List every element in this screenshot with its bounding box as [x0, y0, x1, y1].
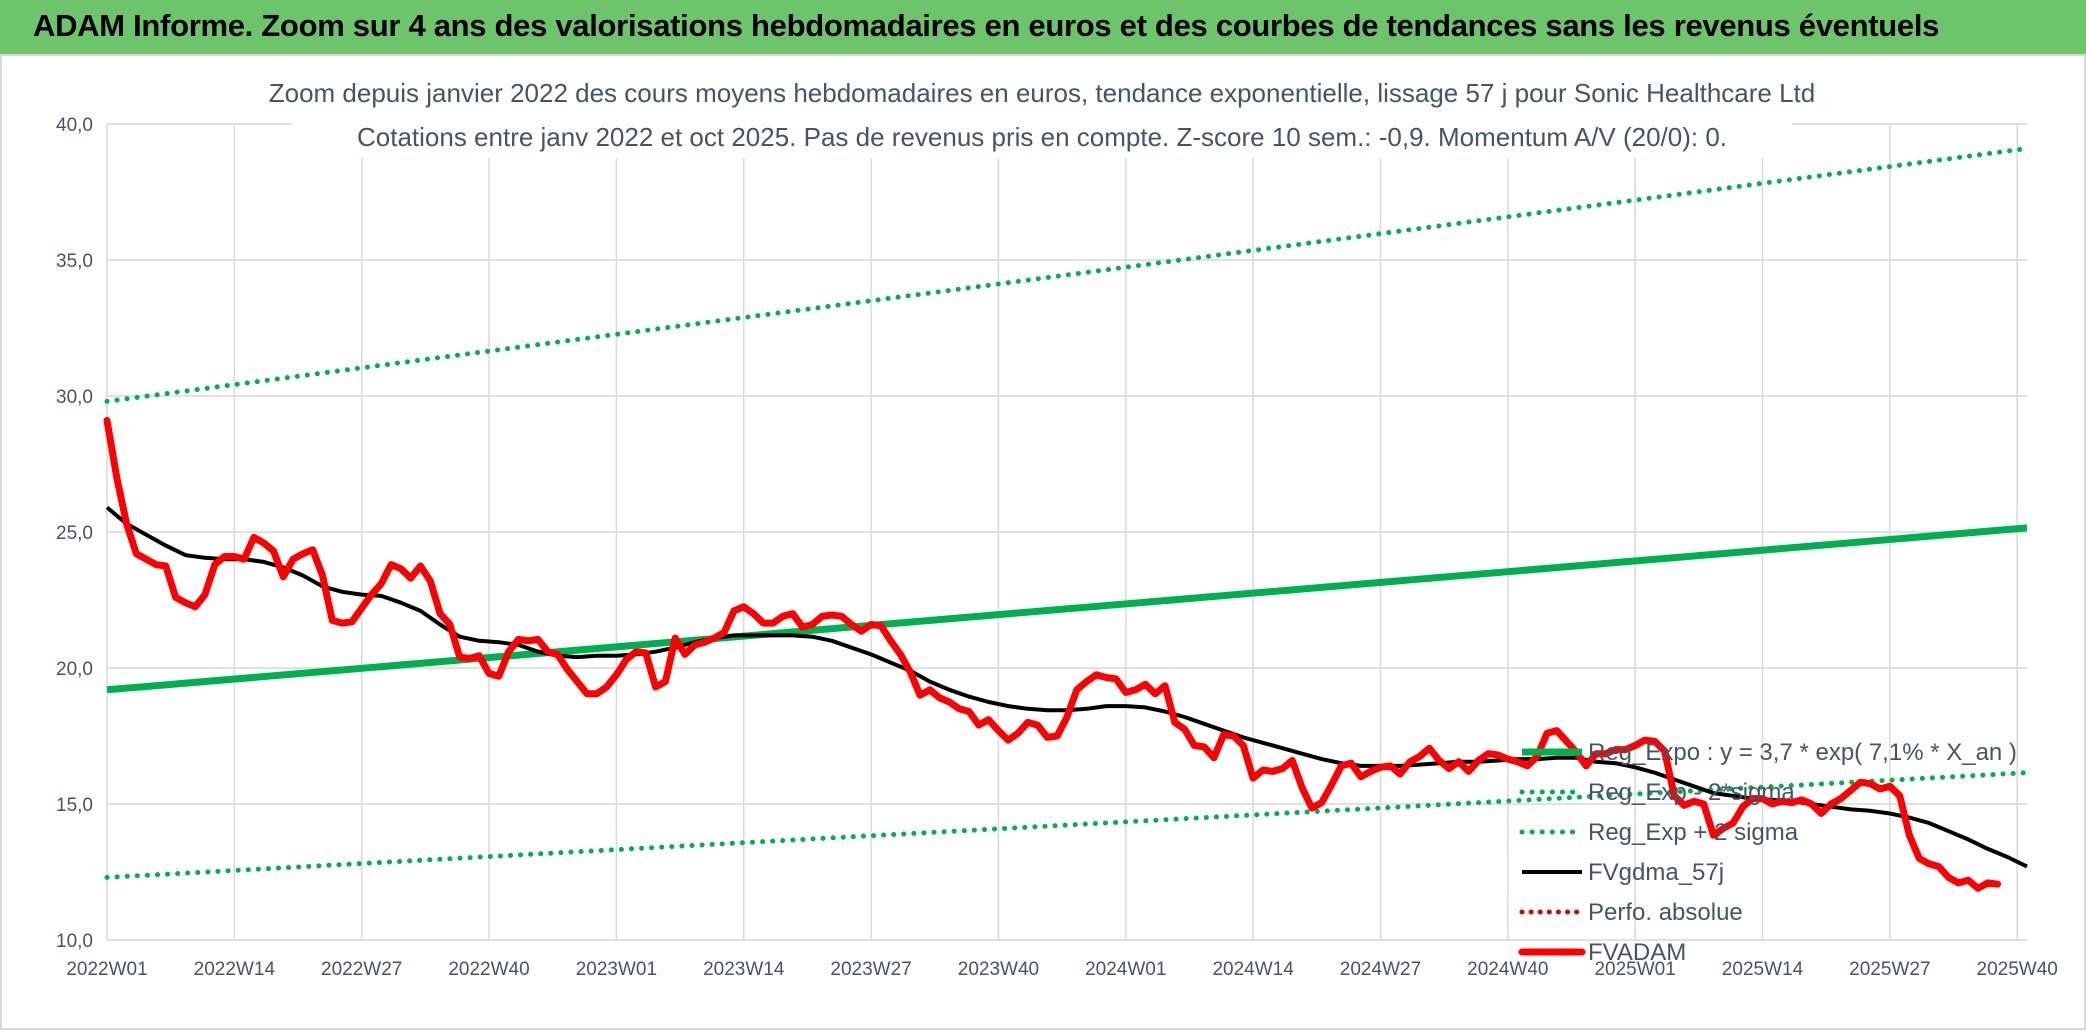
chart-title-block: Zoom depuis janvier 2022 des cours moyen… — [269, 66, 1816, 158]
legend-label-price: FVADAM — [1588, 939, 1686, 966]
trend-chart: Zoom depuis janvier 2022 des cours moyen… — [56, 66, 2058, 980]
y-tick-label: 15,0 — [56, 795, 93, 816]
x-tick-label: 2023W01 — [576, 959, 657, 980]
x-tick-label: 2022W01 — [66, 959, 147, 980]
x-tick-label: 2024W27 — [1340, 959, 1421, 980]
x-tick-label: 2024W40 — [1467, 959, 1548, 980]
y-tick-label: 35,0 — [56, 251, 93, 272]
title-background — [292, 66, 1792, 158]
y-tick-label: 10,0 — [56, 931, 93, 952]
y-tick-label: 25,0 — [56, 523, 93, 544]
x-tick-label: 2024W14 — [1212, 959, 1294, 980]
y-tick-label: 30,0 — [56, 387, 93, 408]
chart-title-line-1: Zoom depuis janvier 2022 des cours moyen… — [269, 78, 1816, 108]
series-layer — [103, 146, 2030, 892]
chart-frame: Zoom depuis janvier 2022 des cours moyen… — [0, 54, 2086, 1030]
x-tick-label: 2022W27 — [321, 959, 402, 980]
x-tick-label: 2023W27 — [830, 959, 911, 980]
series-line-upper — [104, 146, 2030, 404]
x-tick-label: 2023W40 — [958, 959, 1039, 980]
series-line-price — [103, 417, 2002, 892]
x-tick-label: 2024W01 — [1085, 959, 1166, 980]
chart-title-line-2: Cotations entre janv 2022 et oct 2025. P… — [357, 122, 1727, 152]
series-line-trend — [106, 524, 2028, 694]
legend-label-gdma: FVgdma_57j — [1588, 859, 1724, 886]
legend-label-trend: Reg_Expo : y = 3,7 * exp( 7,1% * X_an ) — [1588, 739, 2017, 766]
x-tick-label: 2025W14 — [1722, 959, 1804, 980]
legend-label-perfo: Perfo. absolue — [1588, 899, 1743, 926]
legend-label-lower: Reg_Exp - 2*sigma — [1588, 779, 1795, 806]
legend-label-upper: Reg_Exp + 2 sigma — [1588, 819, 1799, 846]
x-tick-label: 2022W40 — [448, 959, 529, 980]
y-tick-label: 20,0 — [56, 659, 93, 680]
report-title: ADAM Informe. Zoom sur 4 ans des valoris… — [33, 8, 1940, 43]
x-tick-label: 2022W14 — [194, 959, 276, 980]
grid-lines — [106, 123, 2027, 941]
axis-labels: 10,0 15,0 20,0 25,0 30,0 35,0 40,0 2022W01 2022W… — [56, 115, 2058, 980]
series-line-lower — [104, 770, 2030, 880]
y-tick-label: 40,0 — [56, 115, 93, 136]
report-banner: ADAM Informe. Zoom sur 4 ans des valoris… — [0, 0, 2086, 56]
x-tick-label: 2025W27 — [1849, 959, 1930, 980]
legend: Reg_Expo : y = 3,7 * exp( 7,1% * X_an ) R… — [1518, 739, 2017, 966]
x-tick-label: 2025W40 — [1977, 959, 2058, 980]
x-tick-label: 2025W01 — [1594, 959, 1675, 980]
x-tick-label: 2023W14 — [703, 959, 785, 980]
